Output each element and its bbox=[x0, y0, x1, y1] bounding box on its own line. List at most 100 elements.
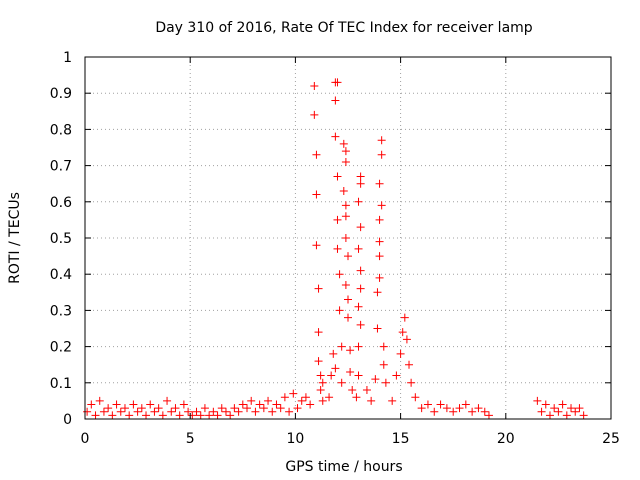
data-point bbox=[221, 407, 230, 416]
data-point bbox=[375, 237, 384, 246]
data-point bbox=[356, 179, 365, 188]
data-point bbox=[108, 411, 117, 420]
data-point bbox=[333, 244, 342, 253]
data-point bbox=[375, 252, 384, 261]
data-point bbox=[411, 393, 420, 402]
data-point bbox=[344, 313, 352, 322]
data-point bbox=[133, 407, 142, 416]
data-point bbox=[407, 378, 416, 387]
data-point bbox=[541, 400, 550, 409]
data-point bbox=[316, 371, 325, 380]
data-point bbox=[293, 404, 302, 413]
data-point bbox=[171, 404, 180, 413]
data-point bbox=[247, 396, 256, 405]
y-tick-label: 0.6 bbox=[50, 195, 72, 211]
data-point bbox=[341, 212, 350, 221]
data-point bbox=[468, 407, 477, 416]
data-point bbox=[423, 400, 432, 409]
data-point bbox=[280, 393, 289, 402]
data-point bbox=[268, 407, 277, 416]
data-point bbox=[354, 244, 363, 253]
data-point bbox=[184, 407, 193, 416]
data-point bbox=[259, 404, 268, 413]
data-point bbox=[335, 270, 344, 279]
data-point bbox=[316, 386, 325, 395]
data-point bbox=[150, 407, 159, 416]
data-point bbox=[388, 396, 397, 405]
data-point bbox=[356, 284, 365, 293]
data-point bbox=[356, 223, 365, 232]
data-point bbox=[99, 407, 108, 416]
data-point bbox=[318, 396, 327, 405]
data-point bbox=[188, 411, 197, 420]
data-point bbox=[575, 404, 584, 413]
data-point bbox=[125, 411, 134, 420]
data-point bbox=[461, 400, 470, 409]
data-point bbox=[234, 407, 243, 416]
data-point bbox=[167, 407, 176, 416]
data-point bbox=[243, 404, 252, 413]
data-point bbox=[375, 215, 384, 224]
data-point bbox=[238, 400, 247, 409]
data-point bbox=[405, 360, 414, 369]
data-point bbox=[436, 400, 445, 409]
data-point bbox=[379, 360, 388, 369]
data-point bbox=[449, 407, 458, 416]
data-point bbox=[537, 407, 546, 416]
data-point bbox=[562, 411, 571, 420]
data-point bbox=[226, 411, 235, 420]
data-point bbox=[377, 136, 386, 145]
data-point bbox=[354, 302, 363, 311]
data-point bbox=[400, 313, 409, 322]
data-point bbox=[344, 295, 352, 304]
data-point bbox=[348, 386, 357, 395]
data-point bbox=[377, 201, 386, 210]
data-point bbox=[571, 407, 580, 416]
data-point bbox=[333, 172, 342, 181]
y-tick-label: 0.1 bbox=[50, 376, 72, 392]
data-point bbox=[337, 378, 346, 387]
data-point bbox=[192, 407, 201, 416]
data-point bbox=[356, 320, 365, 329]
data-point bbox=[371, 375, 380, 384]
y-axis-label: ROTI / TECUs bbox=[7, 192, 23, 284]
data-point bbox=[341, 281, 350, 290]
data-point bbox=[356, 172, 365, 181]
data-point bbox=[341, 157, 350, 166]
data-point bbox=[306, 400, 315, 409]
data-point bbox=[392, 371, 401, 380]
data-point bbox=[142, 411, 151, 420]
data-point bbox=[325, 393, 334, 402]
x-tick-label: 15 bbox=[392, 431, 410, 447]
data-point bbox=[396, 349, 405, 358]
data-point bbox=[146, 400, 155, 409]
data-point bbox=[455, 404, 464, 413]
data-point bbox=[272, 400, 281, 409]
data-point bbox=[213, 411, 222, 420]
data-point bbox=[381, 378, 390, 387]
y-tick-label: 1 bbox=[63, 50, 72, 66]
data-point bbox=[158, 411, 167, 420]
data-point bbox=[331, 132, 340, 141]
data-point bbox=[255, 400, 264, 409]
data-point bbox=[312, 150, 321, 159]
data-point bbox=[297, 396, 306, 405]
y-tick-label: 0.2 bbox=[50, 340, 72, 356]
data-point bbox=[331, 364, 340, 373]
y-tick-label: 0 bbox=[63, 412, 72, 428]
data-point bbox=[112, 400, 121, 409]
data-point bbox=[346, 367, 355, 376]
x-tick-label: 5 bbox=[186, 431, 195, 447]
data-point bbox=[545, 411, 554, 420]
data-point bbox=[318, 378, 327, 387]
data-point bbox=[375, 179, 384, 188]
x-axis-label: GPS time / hours bbox=[285, 459, 402, 475]
data-point bbox=[217, 404, 226, 413]
data-point bbox=[354, 197, 363, 206]
data-point bbox=[480, 407, 489, 416]
data-point bbox=[354, 371, 363, 380]
data-point bbox=[567, 404, 576, 413]
data-point bbox=[209, 407, 218, 416]
data-point bbox=[554, 407, 563, 416]
data-point bbox=[251, 407, 260, 416]
